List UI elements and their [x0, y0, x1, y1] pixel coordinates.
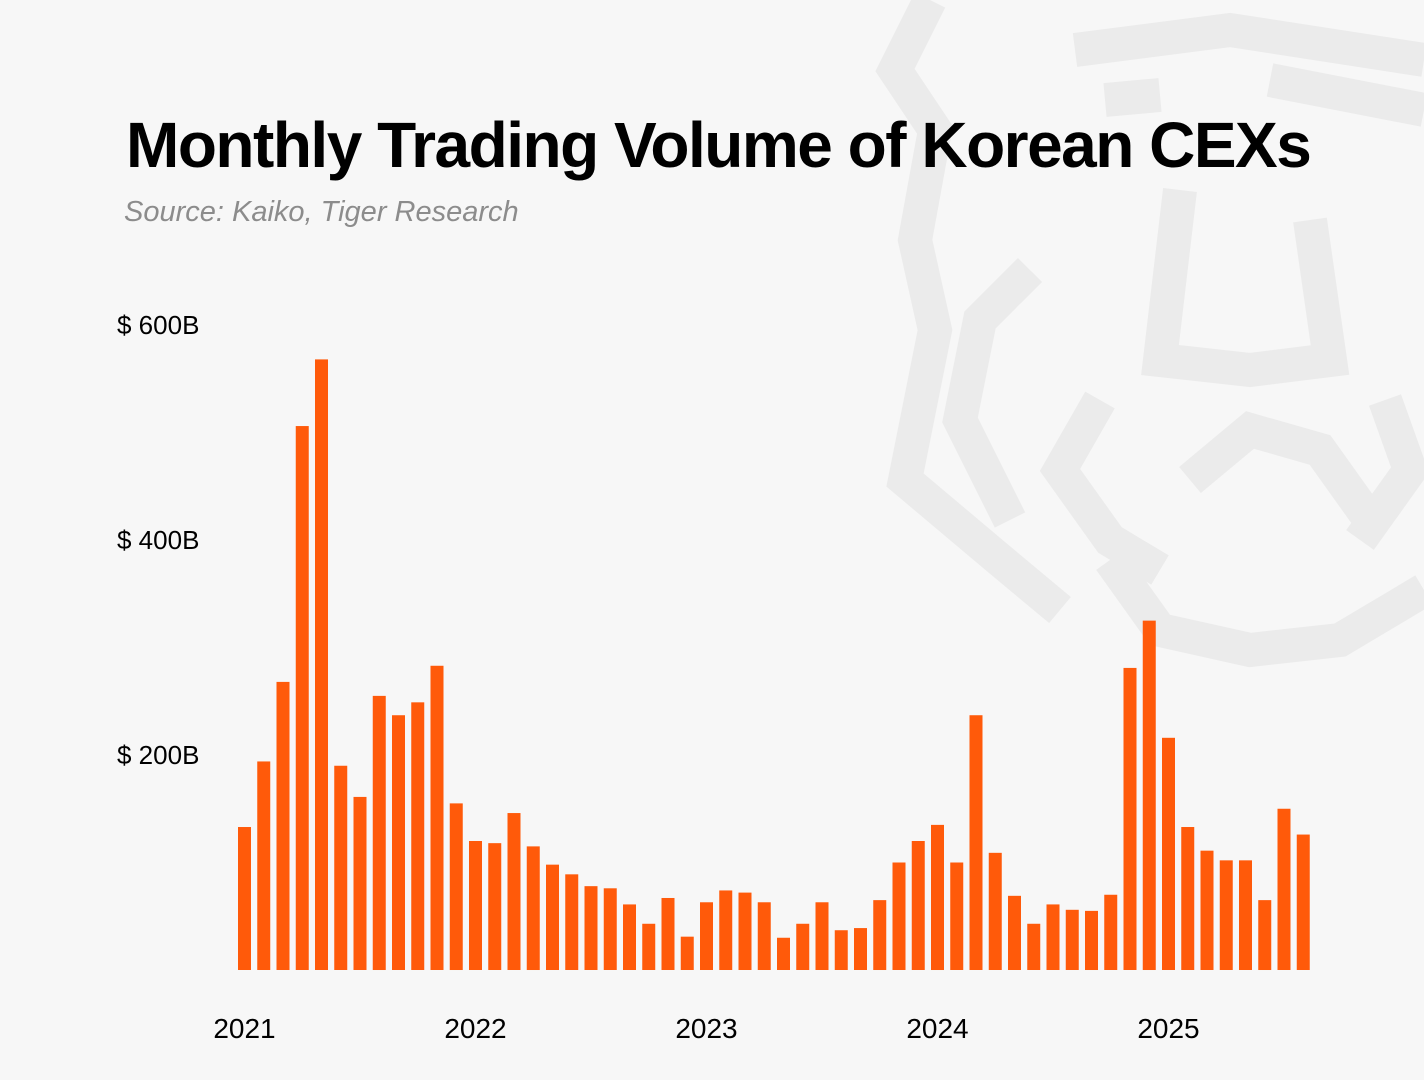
- y-tick-label: $ 200B: [117, 740, 199, 770]
- bar-2024-10: [1104, 894, 1118, 970]
- bar-2025-04: [1219, 860, 1233, 970]
- bar-2025-02: [1181, 827, 1195, 970]
- bar-2021-12: [449, 803, 463, 971]
- bar-2021-02: [257, 761, 271, 970]
- bar-2021-07: [353, 796, 367, 970]
- x-tick-label: 2025: [1137, 1013, 1199, 1044]
- bar-2021-08: [372, 695, 386, 971]
- bar-2025-01: [1162, 737, 1175, 970]
- x-tick-label: 2024: [906, 1013, 968, 1044]
- bar-2022-10: [642, 923, 656, 970]
- bar-2022-08: [603, 888, 617, 970]
- x-tick-label: 2023: [675, 1013, 737, 1044]
- bar-2022-02: [488, 843, 502, 970]
- bar-2023-07: [815, 902, 829, 970]
- bar-2024-01: [931, 824, 944, 971]
- bar-2023-03: [738, 892, 752, 970]
- bar-2022-09: [623, 904, 636, 970]
- bar-2021-06: [334, 765, 348, 970]
- bar-2023-08: [834, 930, 848, 970]
- bar-2022-04: [526, 846, 540, 971]
- bar-2021-03: [276, 681, 290, 970]
- bar-2025-08: [1296, 834, 1310, 970]
- bar-2022-12: [680, 936, 694, 970]
- bar-2025-03: [1200, 850, 1214, 970]
- bar-2022-07: [584, 886, 598, 970]
- bar-2021-05: [315, 359, 328, 970]
- bar-2021-04: [295, 426, 309, 970]
- bar-2024-05: [1008, 895, 1021, 970]
- bar-2023-06: [796, 923, 810, 970]
- chart-title: Monthly Trading Volume of Korean CEXs: [126, 109, 1312, 181]
- bar-2021-01: [238, 827, 251, 970]
- bar-2025-06: [1258, 900, 1272, 971]
- bar-2023-12: [911, 841, 925, 970]
- bar-2023-11: [892, 862, 906, 970]
- bar-2024-12: [1142, 620, 1156, 971]
- bar-2021-11: [430, 665, 444, 970]
- bar-2022-01: [469, 841, 482, 970]
- bar-2024-07: [1046, 904, 1060, 970]
- bar-2024-03: [969, 715, 983, 970]
- bar-2025-07: [1277, 808, 1291, 970]
- y-axis: $ 200B $ 400B $ 600B: [117, 310, 199, 770]
- chart-subtitle: Source: Kaiko, Tiger Research: [124, 196, 519, 228]
- bar-2021-10: [411, 702, 425, 970]
- bar-2024-08: [1065, 909, 1079, 970]
- bar-2022-03: [507, 813, 521, 970]
- bar-2024-09: [1085, 910, 1098, 971]
- bar-2022-11: [661, 897, 675, 970]
- bar-2023-10: [873, 900, 887, 971]
- bar-2024-06: [1027, 923, 1041, 970]
- bar-series: [238, 359, 1310, 971]
- bar-2023-05: [777, 937, 790, 970]
- bar-2021-09: [392, 715, 405, 970]
- bar-2023-04: [757, 902, 771, 970]
- bar-2025-05: [1239, 860, 1252, 970]
- bar-2023-01: [700, 902, 713, 970]
- y-tick-label: $ 400B: [117, 525, 199, 555]
- x-tick-label: 2022: [444, 1013, 506, 1044]
- bar-2024-04: [988, 852, 1002, 970]
- y-tick-label: $ 600B: [117, 310, 199, 340]
- bar-2024-02: [950, 862, 964, 970]
- bar-2023-09: [854, 928, 867, 970]
- x-tick-label: 2021: [213, 1013, 275, 1044]
- bar-2022-05: [546, 864, 559, 970]
- bar-2023-02: [719, 890, 733, 970]
- bar-2022-06: [565, 874, 579, 970]
- x-axis: 2021 2022 2023 2024 2025: [213, 1013, 1199, 1044]
- bar-2024-11: [1123, 667, 1137, 970]
